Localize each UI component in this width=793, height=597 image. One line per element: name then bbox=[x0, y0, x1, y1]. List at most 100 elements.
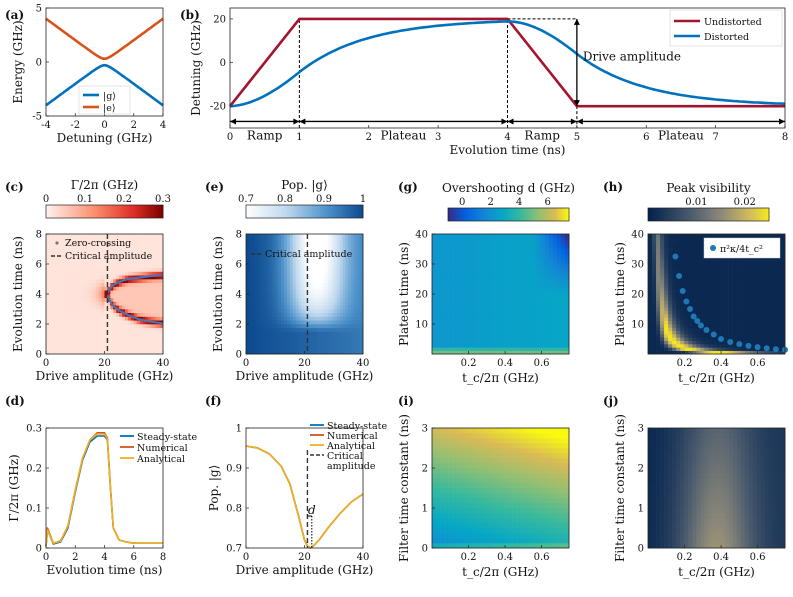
e-heatmap-cell bbox=[263, 275, 267, 280]
c-heatmap-cell bbox=[145, 335, 149, 340]
c-heatmap-cell bbox=[101, 312, 105, 317]
g-heatmap-cell bbox=[532, 244, 538, 248]
g-heatmap-cell bbox=[484, 277, 489, 281]
e-heatmap-cell bbox=[260, 294, 264, 299]
h-heatmap-cell bbox=[716, 294, 721, 298]
g-heatmap-cell bbox=[488, 250, 493, 255]
e-heatmap-cell bbox=[286, 264, 291, 269]
g-heatmap-cell bbox=[520, 307, 525, 311]
c-heatmap-cell bbox=[95, 237, 99, 242]
c-heatmap-cell bbox=[154, 312, 158, 317]
g-heatmap-cell bbox=[512, 244, 517, 248]
c-heatmap-cell bbox=[66, 331, 70, 336]
h-heatmap-cell bbox=[712, 340, 717, 345]
g-heatmap-cell bbox=[548, 244, 554, 248]
e-heatmap-cell bbox=[348, 286, 352, 291]
g-heatmap-cell bbox=[436, 294, 441, 298]
h-heatmap-cell bbox=[688, 327, 693, 331]
f-legend-critical-label: Critical bbox=[327, 451, 363, 462]
g-heatmap-cell bbox=[500, 300, 505, 305]
c-heatmap-cell bbox=[86, 279, 91, 284]
h-heatmap-cell bbox=[672, 244, 677, 248]
c-heatmap-cell bbox=[142, 350, 146, 355]
h-heatmap-cell bbox=[724, 287, 729, 291]
c-heatmap-cell bbox=[101, 339, 105, 344]
c-heatmap-cell bbox=[46, 234, 50, 239]
e-heatmap-cell bbox=[286, 320, 291, 325]
h-heatmap-cell bbox=[668, 277, 673, 281]
e-heatmap-cell bbox=[251, 335, 256, 340]
g-heatmap-cell bbox=[520, 247, 525, 251]
c-heatmap-cell bbox=[46, 320, 50, 325]
c-heatmap-cell bbox=[89, 279, 94, 284]
g-heatmap-cell bbox=[456, 350, 461, 355]
h-heatmap-cell bbox=[676, 300, 681, 305]
e-heatmap-cell bbox=[292, 331, 297, 336]
e-heatmap-cell bbox=[298, 245, 302, 250]
g-heatmap-cell bbox=[440, 350, 445, 355]
c-heatmap-cell bbox=[122, 350, 126, 355]
e-heatmap-cell bbox=[289, 342, 294, 347]
e-heatmap-cell bbox=[278, 290, 282, 295]
g-heatmap-cell bbox=[444, 267, 449, 271]
e-heatmap-cell bbox=[286, 305, 291, 310]
h-heatmap-cell bbox=[660, 300, 665, 305]
c-colorbar-cell bbox=[157, 205, 160, 218]
f-ytick-label: 1 bbox=[236, 424, 242, 435]
e-heatmap-cell bbox=[330, 312, 335, 317]
h-heatmap-cell bbox=[712, 310, 717, 315]
g-heatmap-cell bbox=[436, 274, 441, 278]
e-heatmap-cell bbox=[284, 316, 288, 321]
e-heatmap-cell bbox=[345, 335, 349, 340]
g-heatmap-cell bbox=[452, 284, 457, 288]
e-heatmap-cell bbox=[330, 286, 335, 291]
g-heatmap-cell bbox=[460, 294, 465, 298]
c-heatmap-cell bbox=[145, 305, 149, 310]
h-heatmap-cell bbox=[676, 260, 681, 265]
g-heatmap-cell bbox=[540, 250, 546, 255]
h-heatmap-cell bbox=[700, 247, 705, 251]
g-heatmap-cell bbox=[564, 240, 570, 245]
c-heatmap-cell bbox=[51, 241, 56, 246]
h-heatmap-cell bbox=[660, 247, 665, 251]
h-heatmap-cell bbox=[684, 240, 689, 245]
e-heatmap-cell bbox=[251, 267, 256, 272]
h-heatmap-cell bbox=[724, 294, 729, 298]
g-heatmap-cell bbox=[544, 247, 550, 251]
h-heatmap-cell bbox=[680, 244, 685, 248]
e-heatmap-cell bbox=[281, 324, 285, 329]
c-heatmap-cell bbox=[57, 282, 61, 287]
h-heatmap-cell bbox=[696, 337, 701, 341]
b-xtick-label: 0 bbox=[227, 132, 233, 143]
g-heatmap-cell bbox=[564, 347, 570, 351]
c-colorbar-cell bbox=[86, 205, 90, 218]
g-heatmap-cell bbox=[528, 297, 534, 301]
e-heatmap-cell bbox=[322, 305, 326, 310]
e-heatmap-cell bbox=[254, 335, 258, 340]
e-colorbar-cell bbox=[333, 205, 337, 218]
c-heatmap-cell bbox=[75, 275, 79, 280]
e-heatmap-cell bbox=[342, 290, 346, 295]
e-heatmap-cell bbox=[333, 290, 337, 295]
c-heatmap-cell bbox=[119, 286, 123, 291]
e-heatmap-cell bbox=[357, 290, 361, 295]
e-heatmap-cell bbox=[292, 241, 297, 246]
g-heatmap-cell bbox=[552, 274, 558, 278]
h-heatmap-cell bbox=[720, 347, 725, 351]
g-heatmap-cell bbox=[524, 277, 530, 281]
e-heatmap-cell bbox=[351, 350, 355, 355]
h-heatmap-cell bbox=[652, 250, 657, 255]
c-heatmap-cell bbox=[60, 316, 64, 321]
h-heatmap-cell bbox=[660, 350, 665, 355]
c-heatmap-cell bbox=[127, 264, 132, 269]
g-heatmap-cell bbox=[472, 324, 477, 328]
g-heatmap-cell bbox=[464, 234, 469, 238]
e-colorbar-cell bbox=[267, 205, 270, 218]
g-heatmap-cell bbox=[520, 330, 525, 335]
g-heatmap-cell bbox=[508, 234, 513, 238]
c-heatmap-cell bbox=[66, 346, 70, 351]
e-heatmap-cell bbox=[275, 294, 279, 299]
e-heatmap-cell bbox=[324, 331, 329, 336]
h-heatmap-cell bbox=[700, 237, 705, 241]
e-colorbar-cell bbox=[257, 205, 261, 218]
